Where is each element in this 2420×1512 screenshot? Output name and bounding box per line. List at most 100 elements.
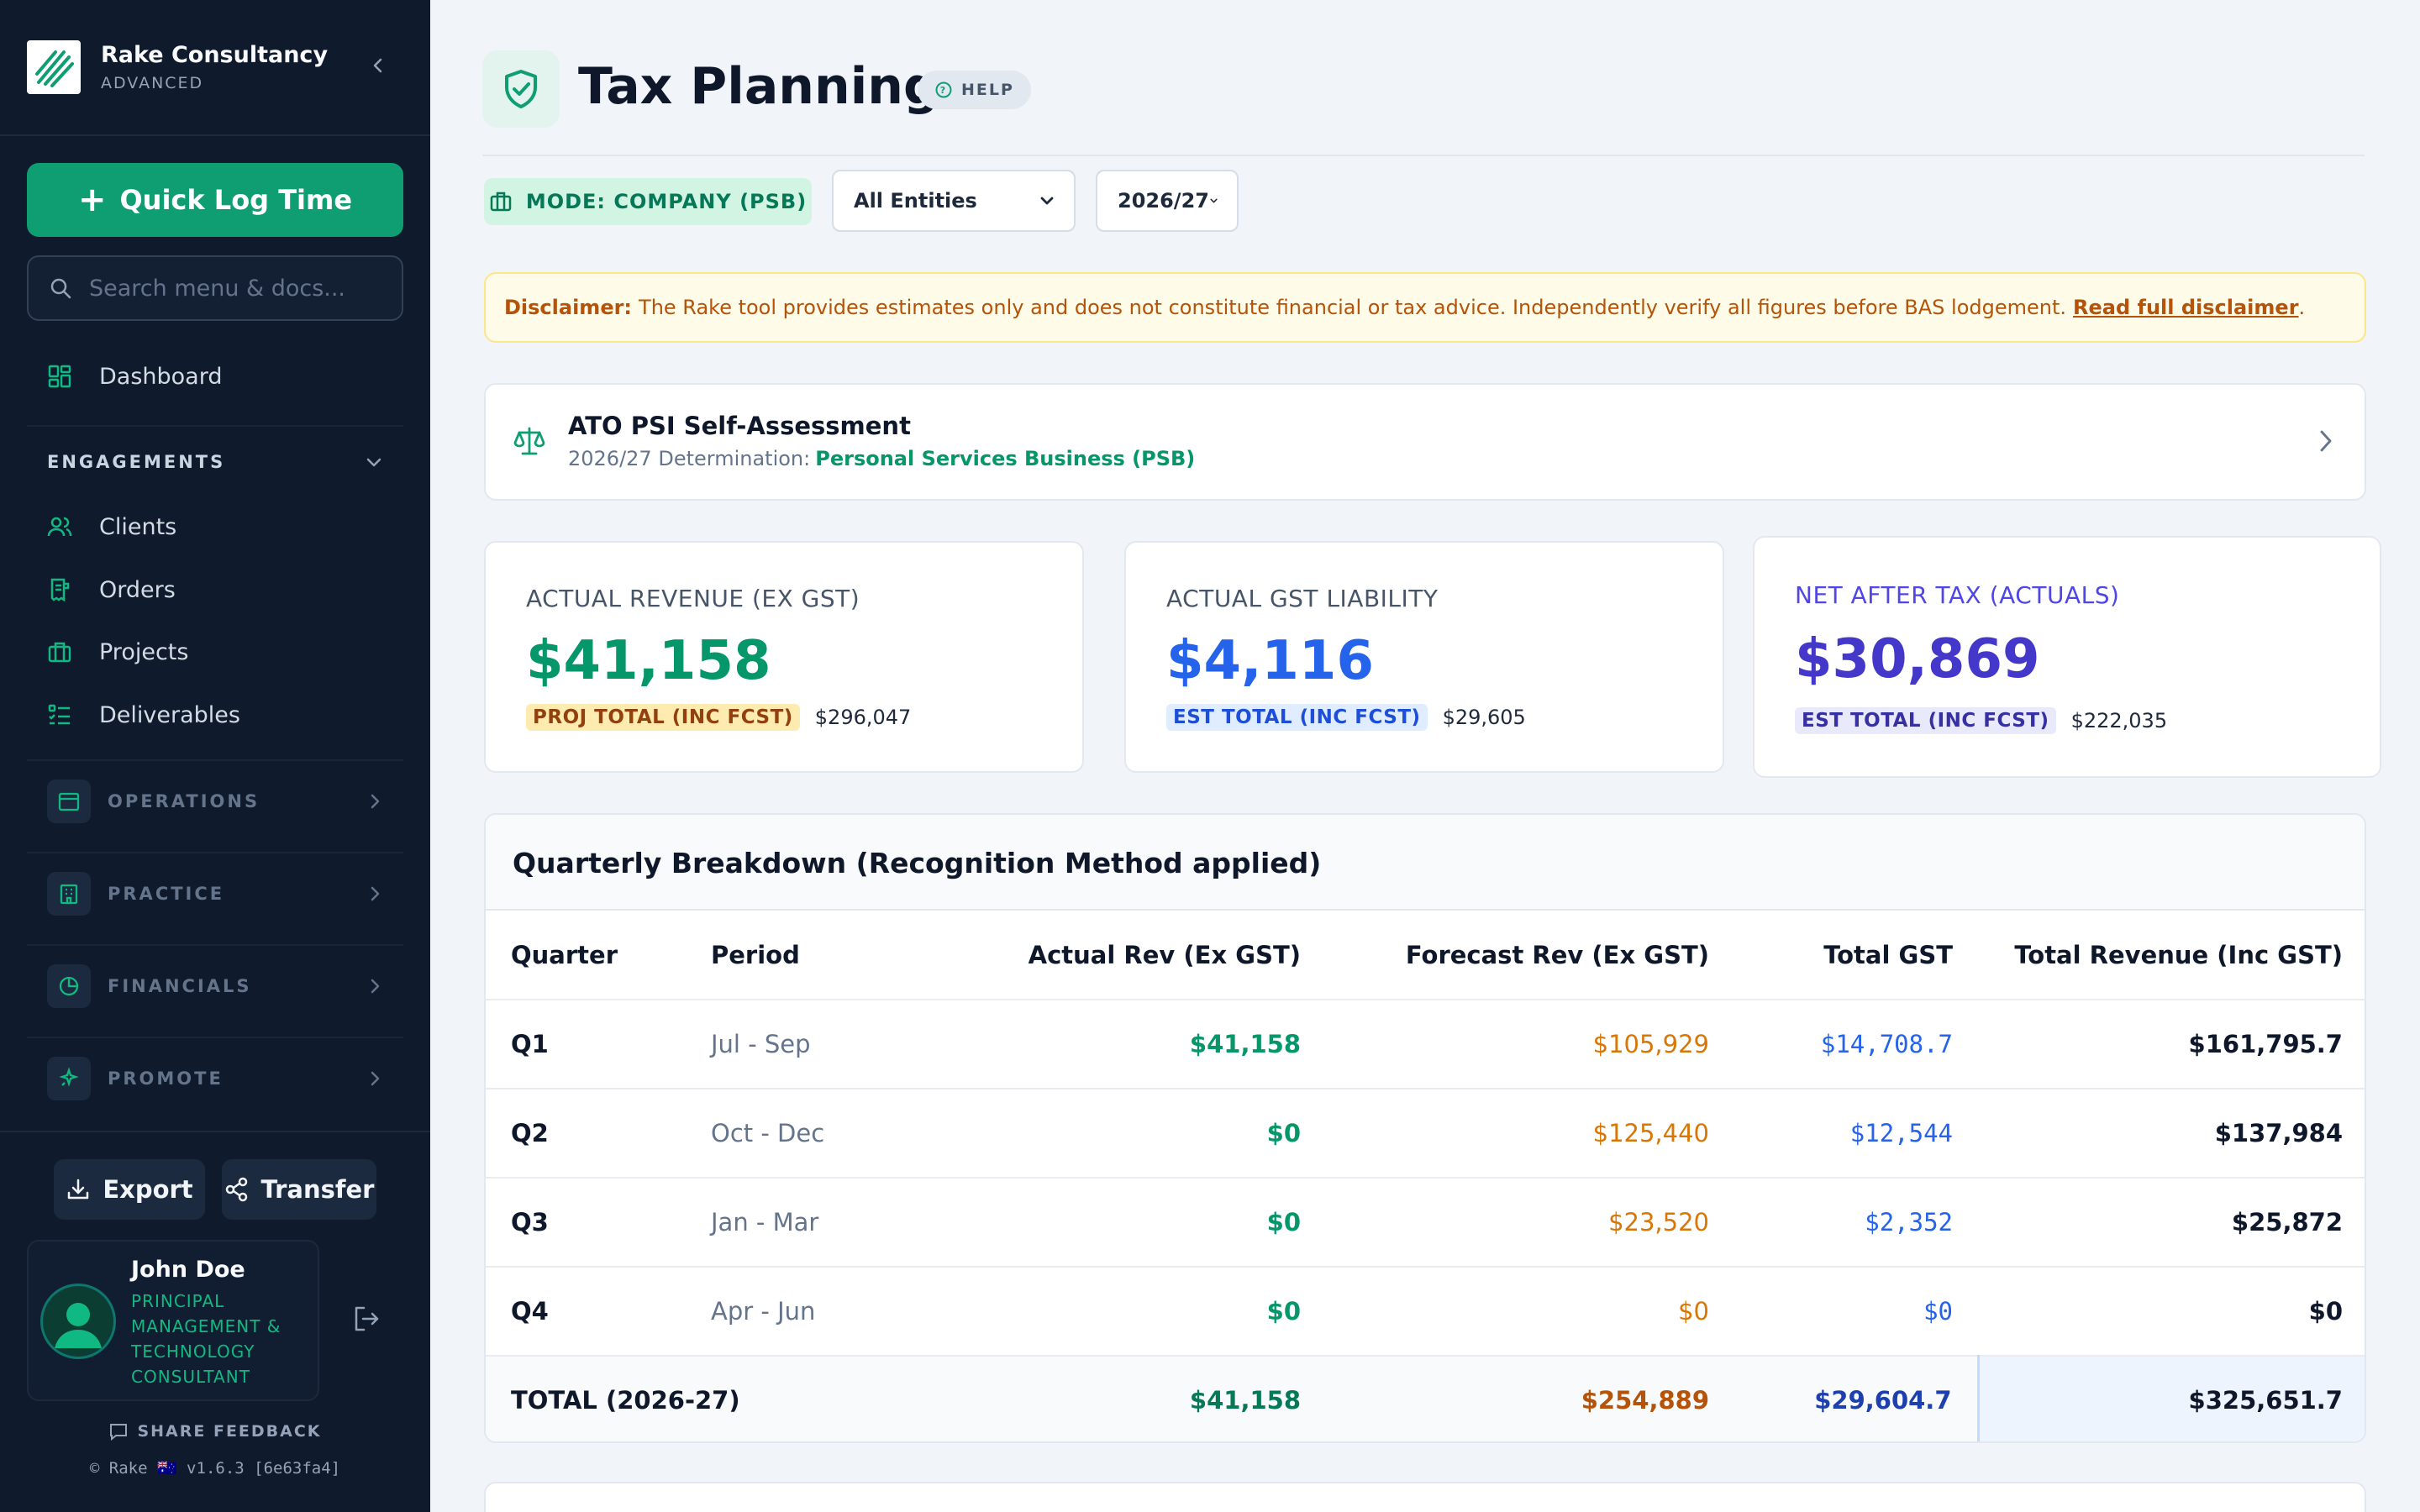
stat-card-net-after-tax: NET AFTER TAX (ACTUALS) $30,869 EST TOTA… bbox=[1753, 536, 2381, 778]
brand[interactable]: Rake Consultancy ADVANCED bbox=[27, 40, 397, 99]
chevron-right-icon bbox=[2314, 427, 2338, 459]
sidebar-item-label: Projects bbox=[99, 638, 189, 665]
search-icon bbox=[50, 278, 71, 299]
stat-footer: EST TOTAL (INC FCST) $29,605 bbox=[1166, 704, 1526, 731]
logout-icon bbox=[355, 1306, 379, 1331]
quarterly-table: Quarter Period Actual Rev (Ex GST) Forec… bbox=[486, 911, 2365, 1441]
psi-determination: 2026/27 Determination: Personal Services … bbox=[568, 447, 1195, 470]
forecast-rev-cell: $125,440 bbox=[1326, 1089, 1734, 1179]
stat-pill: EST TOTAL (INC FCST) bbox=[1795, 707, 2056, 734]
table-row: Q2 Oct - Dec $0 $125,440 $12,544 $137,98… bbox=[486, 1089, 2365, 1179]
sidebar-item-label: Orders bbox=[99, 576, 176, 603]
sidebar-item-label: Clients bbox=[99, 513, 177, 540]
entity-select[interactable]: All Entities bbox=[832, 170, 1076, 232]
actual-rev-cell: $0 bbox=[921, 1089, 1326, 1179]
actual-rev-cell: $41,158 bbox=[921, 1000, 1326, 1089]
stat-value: $41,158 bbox=[526, 630, 771, 692]
quarterly-breakdown-header: Quarterly Breakdown (Recognition Method … bbox=[486, 815, 2365, 911]
column-header: Total Revenue (Inc GST) bbox=[1978, 911, 2365, 1000]
sidebar-search[interactable] bbox=[27, 255, 403, 321]
search-input[interactable] bbox=[89, 275, 392, 302]
sidebar-group-promote[interactable]: PROMOTE bbox=[47, 1055, 383, 1102]
sidebar-group-practice[interactable]: PRACTICE bbox=[47, 870, 383, 917]
total-rev-cell: $161,795.7 bbox=[1978, 1000, 2365, 1089]
stat-footer: EST TOTAL (INC FCST) $222,035 bbox=[1795, 707, 2167, 734]
sidebar-divider bbox=[27, 425, 403, 427]
psi-determination-prefix: 2026/27 Determination: bbox=[568, 447, 811, 470]
sidebar-item-orders[interactable]: Orders bbox=[47, 571, 176, 608]
forecast-rev-cell: $105,929 bbox=[1326, 1000, 1734, 1089]
chevron-right-icon bbox=[371, 979, 380, 994]
stat-card-gst: ACTUAL GST LIABILITY $4,116 EST TOTAL (I… bbox=[1124, 541, 1724, 773]
sidebar-divider bbox=[27, 1037, 403, 1038]
quarterly-breakdown-title: Quarterly Breakdown (Recognition Method … bbox=[513, 847, 1322, 879]
gst-cell: $14,708.7 bbox=[1734, 1000, 1978, 1089]
table-row: Q4 Apr - Jun $0 $0 $0 $0 bbox=[486, 1267, 2365, 1357]
mode-badge: MODE: COMPANY (PSB) bbox=[484, 178, 812, 225]
collapse-sidebar-button[interactable] bbox=[365, 52, 392, 79]
table-row: Q3 Jan - Mar $0 $23,520 $2,352 $25,872 bbox=[486, 1178, 2365, 1268]
page-title: Tax Planning bbox=[578, 57, 939, 116]
export-label: Export bbox=[103, 1175, 193, 1204]
forecast-rev-total: $254,889 bbox=[1326, 1356, 1734, 1441]
table-header-row: Quarter Period Actual Rev (Ex GST) Forec… bbox=[486, 911, 2365, 1000]
logout-button[interactable] bbox=[351, 1304, 381, 1337]
plus-icon: + bbox=[77, 181, 107, 219]
user-card[interactable]: John Doe PRINCIPAL MANAGEMENT & TECHNOLO… bbox=[27, 1240, 319, 1401]
chevron-down-icon bbox=[1040, 197, 1054, 205]
column-header: Total GST bbox=[1734, 911, 1978, 1000]
mode-label: MODE: COMPANY (PSB) bbox=[525, 190, 808, 213]
checklist-icon bbox=[48, 704, 70, 725]
column-header: Actual Rev (Ex GST) bbox=[921, 911, 1326, 1000]
column-header: Quarter bbox=[486, 911, 686, 1000]
total-rev-cell: $0 bbox=[1978, 1267, 2365, 1357]
read-disclaimer-link[interactable]: Read full disclaimer bbox=[2073, 296, 2299, 319]
user-name: John Doe bbox=[131, 1257, 245, 1283]
sidebar-divider bbox=[27, 852, 403, 853]
export-button[interactable]: Export bbox=[54, 1159, 205, 1220]
forecast-rev-cell: $23,520 bbox=[1326, 1178, 1734, 1268]
transfer-button[interactable]: Transfer bbox=[222, 1159, 376, 1220]
sidebar-item-deliverables[interactable]: Deliverables bbox=[47, 696, 240, 733]
quarter-cell: Q2 bbox=[486, 1089, 686, 1179]
help-circle-icon: ? bbox=[935, 81, 952, 98]
stat-pill-value: $222,035 bbox=[2070, 709, 2168, 732]
brand-tier: ADVANCED bbox=[101, 74, 204, 92]
psi-title: ATO PSI Self-Assessment bbox=[568, 412, 911, 440]
period-cell: Apr - Jun bbox=[686, 1267, 921, 1357]
stat-pill-value: $29,605 bbox=[1442, 706, 1526, 729]
chevron-right-icon bbox=[371, 1071, 380, 1086]
sidebar-item-projects[interactable]: Projects bbox=[47, 633, 188, 670]
avatar bbox=[40, 1284, 116, 1359]
sidebar-group-financials[interactable]: FINANCIALS bbox=[47, 963, 383, 1010]
sidebar-item-dashboard[interactable]: Dashboard bbox=[47, 358, 222, 395]
disclaimer-label: Disclaimer: bbox=[504, 296, 633, 319]
total-label-cell: TOTAL (2026-27) bbox=[486, 1356, 921, 1441]
download-icon bbox=[68, 1179, 89, 1200]
psi-determination-value: Personal Services Business (PSB) bbox=[815, 447, 1196, 470]
engagements-section-header[interactable]: ENGAGEMENTS bbox=[47, 445, 383, 479]
share-feedback-button[interactable]: SHARE FEEDBACK bbox=[0, 1421, 430, 1441]
year-select-value: 2026/27 bbox=[1118, 189, 1209, 213]
year-select[interactable]: 2026/27 bbox=[1096, 170, 1239, 232]
forecast-rev-cell: $0 bbox=[1326, 1267, 1734, 1357]
stat-label: NET AFTER TAX (ACTUALS) bbox=[1795, 581, 2120, 609]
stat-value: $4,116 bbox=[1166, 630, 1374, 692]
stat-card-revenue: ACTUAL REVENUE (EX GST) $41,158 PROJ TOT… bbox=[484, 541, 1084, 773]
sidebar-item-label: Dashboard bbox=[99, 363, 223, 390]
brand-name: Rake Consultancy bbox=[101, 42, 329, 68]
disclaimer-text: The Rake tool provides estimates only an… bbox=[639, 296, 2067, 319]
sidebar-divider bbox=[0, 1131, 430, 1132]
help-button[interactable]: ? HELP bbox=[918, 71, 1031, 109]
group-label: OPERATIONS bbox=[108, 791, 260, 811]
briefcase-icon bbox=[490, 192, 512, 212]
quarter-cell: Q3 bbox=[486, 1178, 686, 1268]
building-icon bbox=[47, 872, 91, 916]
group-label: PRACTICE bbox=[108, 884, 225, 904]
quick-log-time-button[interactable]: + Quick Log Time bbox=[27, 163, 403, 237]
sidebar-divider bbox=[27, 759, 403, 761]
psi-assessment-card[interactable]: ATO PSI Self-Assessment 2026/27 Determin… bbox=[484, 383, 2366, 501]
scale-icon bbox=[513, 425, 546, 462]
sidebar-group-operations[interactable]: OPERATIONS bbox=[47, 778, 383, 825]
sidebar-item-clients[interactable]: Clients bbox=[47, 508, 176, 545]
